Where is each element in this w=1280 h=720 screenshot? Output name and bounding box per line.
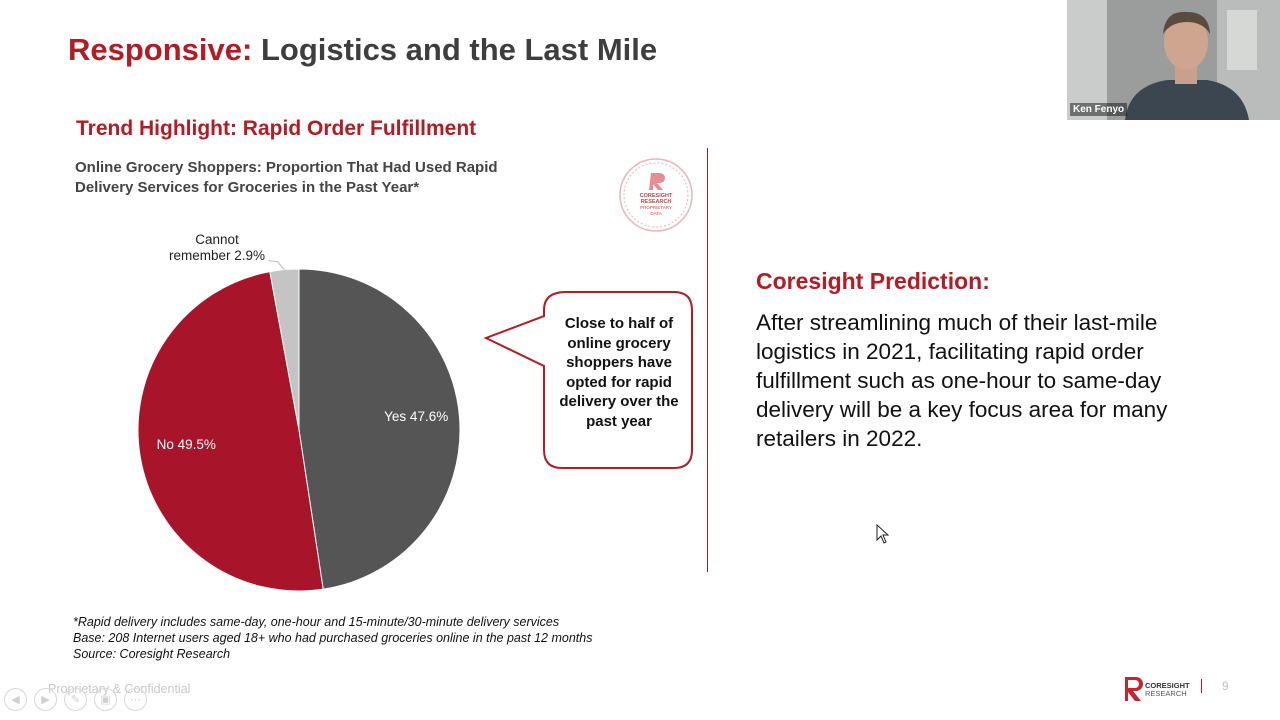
participant-video[interactable]: Ken Fenyo — [1067, 0, 1280, 120]
stamp-line2: RESEARCH — [641, 199, 672, 205]
callout-bubble — [483, 291, 693, 469]
prediction-body: After streamlining much of their last-mi… — [756, 310, 1168, 451]
page-number: 9 — [1222, 679, 1229, 693]
stamp-line1: CORESIGHT — [640, 193, 673, 199]
video-feed — [1067, 0, 1280, 120]
slide-title-accent: Responsive: — [68, 32, 253, 67]
slideshow-controls: ◀ ▶ ✎ ▣ ⋯ — [4, 688, 147, 711]
footnotes: *Rapid delivery includes same-day, one-h… — [73, 614, 592, 662]
callout-text: Close to half of online grocery shoppers… — [559, 315, 679, 430]
pie-slice-no — [137, 271, 324, 592]
slides-icon[interactable]: ▣ — [94, 688, 117, 711]
pie-label-no: No 49.5% — [157, 437, 216, 452]
pie-slice-cannot-remember — [269, 268, 300, 431]
more-icon[interactable]: ⋯ — [124, 688, 147, 711]
coresight-logo: CORESIGHT RESEARCH — [1125, 677, 1190, 701]
arrow-right-icon[interactable]: ▶ — [34, 688, 57, 711]
chart-subtitle: Online Grocery Shoppers: Proportion That… — [75, 159, 498, 196]
logo-line1: CORESIGHT — [1145, 681, 1190, 690]
participant-name: Ken Fenyo — [1070, 103, 1128, 116]
arrow-left-icon[interactable]: ◀ — [4, 688, 27, 711]
logo-divider — [1201, 679, 1202, 693]
trend-heading: Trend Highlight: Rapid Order Fulfillment — [76, 117, 477, 140]
proprietary-data-stamp: CORESIGHT RESEARCH PROPRIETARY DATA — [619, 158, 693, 232]
footnote-base: Base: 208 Internet users aged 18+ who ha… — [73, 631, 593, 645]
mouse-cursor-icon — [876, 524, 890, 544]
stamp-line3: PROPRIETARY — [640, 205, 672, 210]
pie-label-cannot-remember-line1: Cannot — [195, 232, 239, 247]
pie-label-yes: Yes 47.6% — [384, 409, 448, 424]
pie-slice-yes — [298, 268, 461, 590]
stamp-line4: DATA — [650, 211, 661, 216]
pie-label-cannot-remember-line2: remember 2.9% — [169, 248, 265, 263]
vertical-divider — [707, 148, 708, 572]
slide-title-rest: Logistics and the Last Mile — [260, 32, 658, 67]
slide-title: Responsive: Logistics and the Last Mile — [68, 32, 657, 68]
footnote-definition: *Rapid delivery includes same-day, one-h… — [73, 615, 560, 629]
prediction-heading: Coresight Prediction: — [756, 268, 990, 294]
footnote-source: Source: Coresight Research — [73, 647, 231, 661]
pen-icon[interactable]: ✎ — [64, 688, 87, 711]
logo-line2: RESEARCH — [1145, 689, 1187, 698]
pie-leader-line — [268, 260, 285, 270]
